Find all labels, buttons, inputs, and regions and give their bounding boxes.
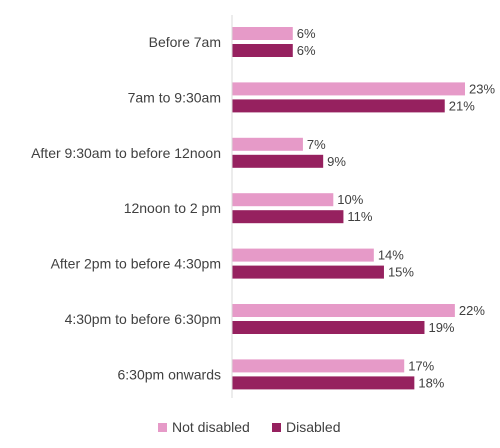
category-label: Before 7am	[149, 34, 221, 50]
bar-disabled	[232, 376, 415, 390]
bar-disabled	[232, 210, 344, 224]
bar-not-disabled	[232, 248, 374, 262]
value-label-not-disabled: 23%	[469, 81, 495, 96]
legend-swatch-not-disabled	[158, 423, 167, 432]
legend-label-not-disabled: Not disabled	[172, 419, 250, 435]
bar-not-disabled	[232, 359, 405, 373]
value-label-disabled: 19%	[428, 320, 454, 335]
bar-disabled	[232, 321, 425, 334]
value-label-not-disabled: 14%	[378, 248, 404, 263]
category-label: After 2pm to before 4:30pm	[51, 256, 221, 272]
category-label: 4:30pm to before 6:30pm	[65, 311, 221, 327]
legend: Not disabled Disabled	[158, 419, 340, 435]
legend-swatch-disabled	[272, 423, 281, 432]
value-label-not-disabled: 6%	[297, 26, 316, 41]
category-label: After 9:30am to before 12noon	[31, 145, 221, 161]
value-label-not-disabled: 22%	[459, 303, 485, 318]
value-label-not-disabled: 7%	[307, 137, 326, 152]
value-label-disabled: 6%	[297, 43, 316, 58]
bars-group: Before 7am 6% 6% 7am to 9:30am 23% 21% After 9…	[31, 26, 495, 390]
legend-label-disabled: Disabled	[286, 419, 340, 435]
value-label-not-disabled: 17%	[408, 358, 434, 373]
value-label-not-disabled: 10%	[337, 192, 363, 207]
category-label: 7am to 9:30am	[128, 89, 221, 105]
bar-disabled	[232, 154, 324, 168]
value-label-disabled: 18%	[418, 375, 444, 390]
value-label-disabled: 21%	[449, 98, 475, 113]
bar-disabled	[232, 44, 293, 57]
bar-not-disabled	[232, 137, 303, 151]
bar-not-disabled	[232, 304, 455, 317]
category-label: 12noon to 2 pm	[124, 200, 221, 216]
bar-not-disabled	[232, 82, 465, 96]
bar-disabled	[232, 99, 445, 113]
bar-not-disabled	[232, 27, 293, 40]
value-label-disabled: 9%	[327, 154, 346, 169]
bar-not-disabled	[232, 193, 334, 207]
category-label: 6:30pm onwards	[117, 366, 221, 382]
bar-disabled	[232, 265, 384, 279]
value-label-disabled: 15%	[388, 265, 414, 280]
value-label-disabled: 11%	[347, 209, 372, 224]
